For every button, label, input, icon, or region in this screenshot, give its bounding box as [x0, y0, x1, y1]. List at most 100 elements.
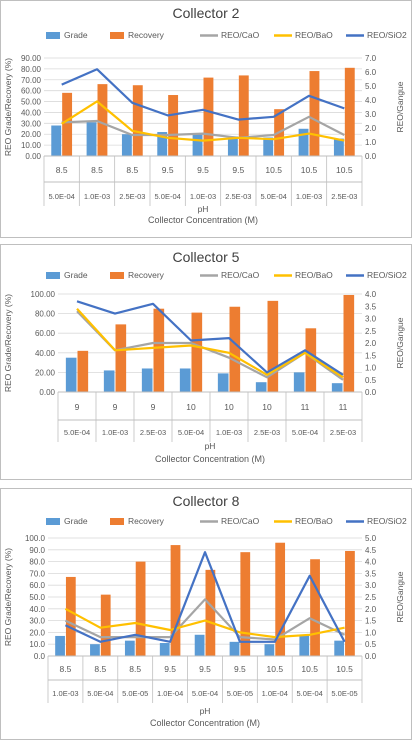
line-reo-sio2	[64, 551, 346, 643]
y-tick-label: 100.0	[25, 534, 46, 543]
x-axis-title: Collector Concentration (M)	[148, 215, 258, 225]
legend-label: Grade	[64, 516, 88, 526]
x-tick-conc: 1.0E-03	[296, 192, 322, 201]
y2-tick-label: 1.5	[365, 351, 377, 360]
x-tick-conc: 2.5E-03	[331, 192, 357, 201]
legend-label: Recovery	[128, 516, 165, 526]
legend-swatch	[110, 272, 124, 279]
y2-tick-label: 6.0	[365, 68, 377, 77]
legend-swatch	[46, 518, 60, 525]
bar-grade	[103, 370, 115, 392]
line-reo-sio2	[61, 68, 345, 121]
line-reo-sio2	[76, 300, 344, 376]
y-axis-title: REO Grade/Recovery (%)	[3, 548, 13, 646]
y2-tick-label: 5.0	[365, 534, 377, 543]
x-tick-conc: 1.0E-04	[157, 689, 183, 698]
bar-recovery	[310, 559, 320, 656]
bar-recovery	[153, 308, 165, 392]
bar-grade	[298, 128, 309, 156]
y2-tick-label: 0.5	[365, 640, 377, 649]
y2-tick-label: 4.0	[365, 290, 377, 299]
y2-tick-label: 2.0	[365, 124, 377, 133]
y-tick-label: 60.00	[35, 329, 56, 338]
bar-recovery	[275, 542, 286, 656]
bar-recovery	[62, 92, 73, 156]
x-tick-conc: 1.0E-03	[190, 192, 216, 201]
y2-tick-label: 7.0	[365, 54, 377, 63]
bar-grade	[124, 640, 135, 656]
y2-tick-label: 2.0	[365, 605, 377, 614]
chart-svg-collector-2: Collector 2 Grade Recovery REO/CaO REO/BaO RE…	[0, 0, 412, 238]
x-tick-ph: 10.5	[301, 664, 318, 674]
y-tick-label: 40.00	[35, 349, 56, 358]
y-tick-label: 80.00	[35, 310, 56, 319]
x-tick-conc: 1.0E-03	[216, 428, 242, 437]
legend-label: REO/SiO2	[367, 516, 407, 526]
chart-svg-collector-5: Collector 5 Grade Recovery REO/CaO REO/BaO RE…	[0, 244, 412, 480]
x-tick-conc: 5.0E-04	[297, 689, 323, 698]
bar-grade	[229, 641, 240, 656]
y2-tick-label: 3.0	[365, 315, 377, 324]
bar-recovery	[240, 552, 251, 656]
legend-label: REO/CaO	[221, 30, 260, 40]
bar-recovery	[344, 67, 355, 156]
bar-grade	[293, 372, 305, 392]
chart-collector-2: Collector 2 Grade Recovery REO/CaO REO/BaO RE…	[0, 0, 412, 238]
x-tick-conc: 2.5E-03	[119, 192, 145, 201]
x-tick-ph: 8.5	[129, 664, 141, 674]
x-axis-ph-label: pH	[205, 441, 216, 451]
line-reo-bao	[64, 607, 345, 639]
line-reo-cao	[61, 115, 345, 139]
chart-svg-collector-8: Collector 8 Grade Recovery REO/CaO REO/BaO RE…	[0, 488, 412, 740]
bar-recovery	[65, 576, 76, 656]
x-tick-ph: 8.5	[56, 165, 68, 175]
y2-tick-label: 3.5	[365, 302, 377, 311]
x-tick-ph: 11	[301, 402, 310, 412]
x-tick-ph: 8.5	[91, 165, 103, 175]
x-axis-title: Collector Concentration (M)	[155, 454, 265, 464]
bar-recovery	[77, 350, 89, 392]
bar-grade	[86, 122, 97, 156]
legend-swatch	[110, 518, 124, 525]
chart-collector-8: Collector 8 Grade Recovery REO/CaO REO/BaO RE…	[0, 488, 412, 740]
x-tick-ph: 9	[151, 402, 156, 412]
x-tick-ph: 9.5	[199, 664, 211, 674]
x-tick-ph: 9.5	[162, 165, 174, 175]
y-tick-label: 90.0	[29, 546, 45, 555]
y2-tick-label: 1.0	[365, 628, 377, 637]
y2-tick-label: 1.5	[365, 617, 377, 626]
bar-recovery	[345, 550, 355, 656]
x-tick-conc: 5.0E-04	[261, 192, 287, 201]
bar-recovery	[309, 71, 320, 156]
x-tick-ph: 9	[75, 402, 80, 412]
y2-tick-label: 1.0	[365, 138, 377, 147]
y-axis-title: REO Grade/Recovery (%)	[3, 58, 13, 156]
legend-label: REO/BaO	[295, 30, 333, 40]
x-tick-conc: 1.0E-03	[102, 428, 128, 437]
x-tick-ph: 10.5	[301, 165, 318, 175]
bar-grade	[157, 132, 168, 156]
y2-tick-label: 2.5	[365, 327, 377, 336]
y2-tick-label: 3.0	[365, 110, 377, 119]
bar-recovery	[267, 300, 279, 392]
legend-label: Recovery	[128, 270, 165, 280]
y-tick-label: 0.00	[25, 152, 41, 161]
y2-tick-label: 0.0	[365, 152, 377, 161]
bar-recovery	[343, 294, 355, 392]
y2-tick-label: 0.0	[365, 652, 377, 661]
x-tick-conc: 5.0E-04	[64, 428, 90, 437]
bar-grade	[141, 368, 153, 392]
y2-tick-label: 1.0	[365, 364, 377, 373]
y-tick-label: 80.00	[21, 65, 42, 74]
bar-recovery	[238, 75, 249, 156]
chart-title: Collector 8	[173, 493, 240, 509]
legend-swatch	[46, 32, 60, 39]
x-axis-ph-label: pH	[198, 204, 209, 214]
legend-label: REO/BaO	[295, 270, 333, 280]
x-tick-ph: 11	[339, 402, 348, 412]
bar-recovery	[170, 545, 181, 656]
x-tick-conc: 2.5E-03	[254, 428, 280, 437]
y-tick-label: 30.0	[29, 617, 45, 626]
bar-grade	[159, 643, 170, 656]
bar-grade	[121, 134, 132, 156]
